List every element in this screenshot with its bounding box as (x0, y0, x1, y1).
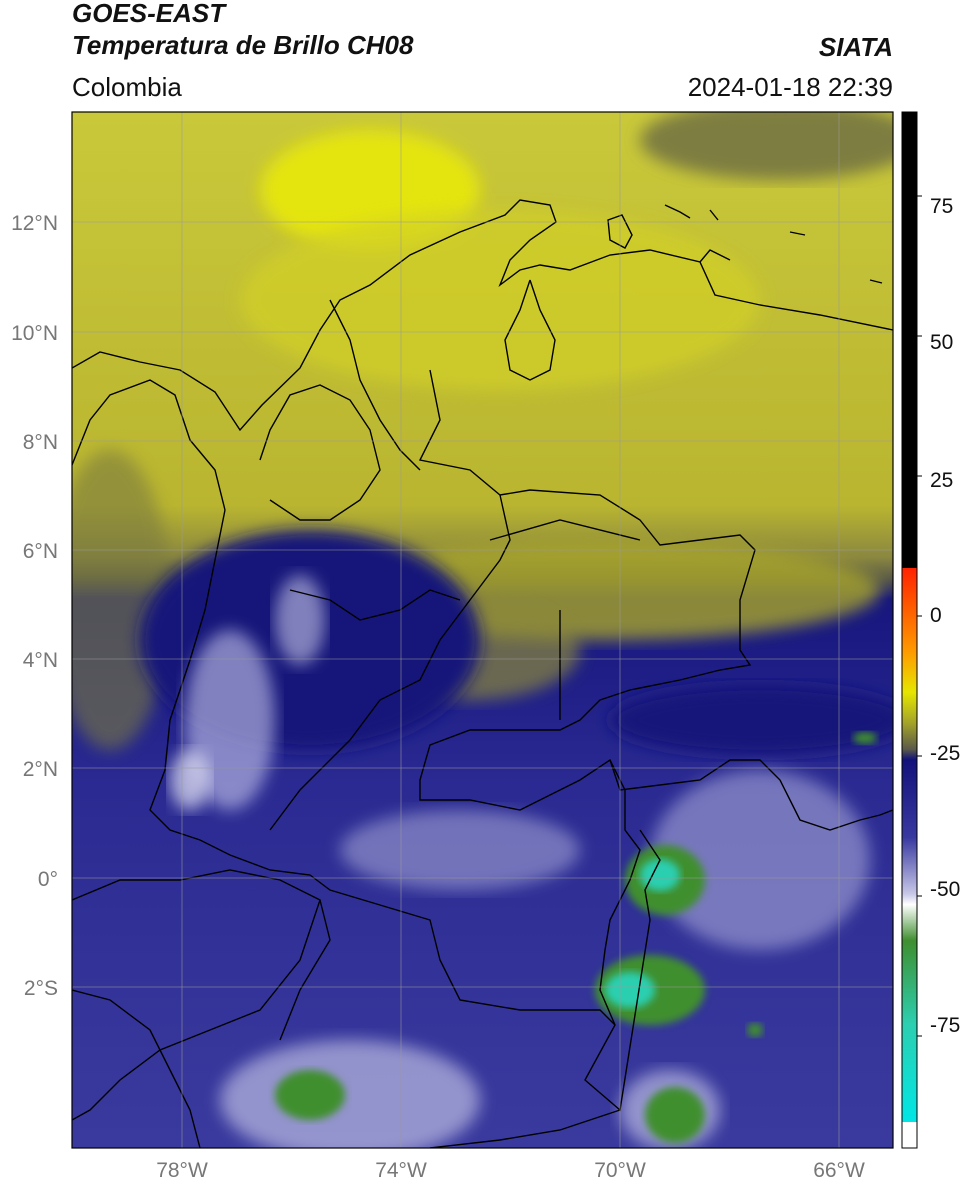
region-label: Colombia (72, 72, 182, 102)
colorbar-tick-label: 25 (930, 469, 953, 492)
colorbar-tick-label: -50 (930, 878, 960, 901)
brand-label: SIATA (818, 32, 893, 62)
brightness-temperature-field (72, 112, 893, 1148)
lon-tick-label: 78°W (156, 1159, 208, 1182)
colorbar-tick-label: -25 (930, 742, 960, 765)
lat-tick-label: 6°N (23, 540, 58, 563)
country-borders (72, 199, 893, 1148)
lon-tick-label: 74°W (375, 1159, 427, 1182)
lat-tick-label: 10°N (11, 322, 58, 345)
lon-tick-label: 70°W (594, 1159, 646, 1182)
product-title: Temperatura de Brillo CH08 (72, 30, 414, 60)
longitude-labels: 78°W 74°W 70°W 66°W (156, 1159, 865, 1182)
lon-tick-label: 66°W (813, 1159, 865, 1182)
lat-tick-label: 8°N (23, 431, 58, 454)
lat-tick-label: 4°N (23, 649, 58, 672)
lat-tick-label: 12°N (11, 212, 58, 235)
satellite-title: GOES-EAST (72, 0, 226, 28)
colorbar-tick-label: 50 (930, 331, 953, 354)
graticule (72, 112, 893, 1148)
datetime-label: 2024-01-18 22:39 (687, 72, 893, 102)
colorbar-tick-label: -75 (930, 1014, 960, 1037)
map-frame (71, 111, 894, 1149)
colorbar-tick-label: 75 (930, 195, 953, 218)
colorbar: 75 50 25 0 -25 -50 -75 (901, 111, 960, 1149)
lat-tick-label: 0° (38, 868, 58, 891)
colorbar-tick-label: 0 (930, 604, 942, 627)
colorbar-ramp (901, 111, 918, 1149)
latitude-labels: 12°N 10°N 8°N 6°N 4°N 2°N 0° 2°S (11, 212, 58, 1000)
lat-tick-label: 2°N (23, 758, 58, 781)
lat-tick-label: 2°S (24, 977, 58, 1000)
